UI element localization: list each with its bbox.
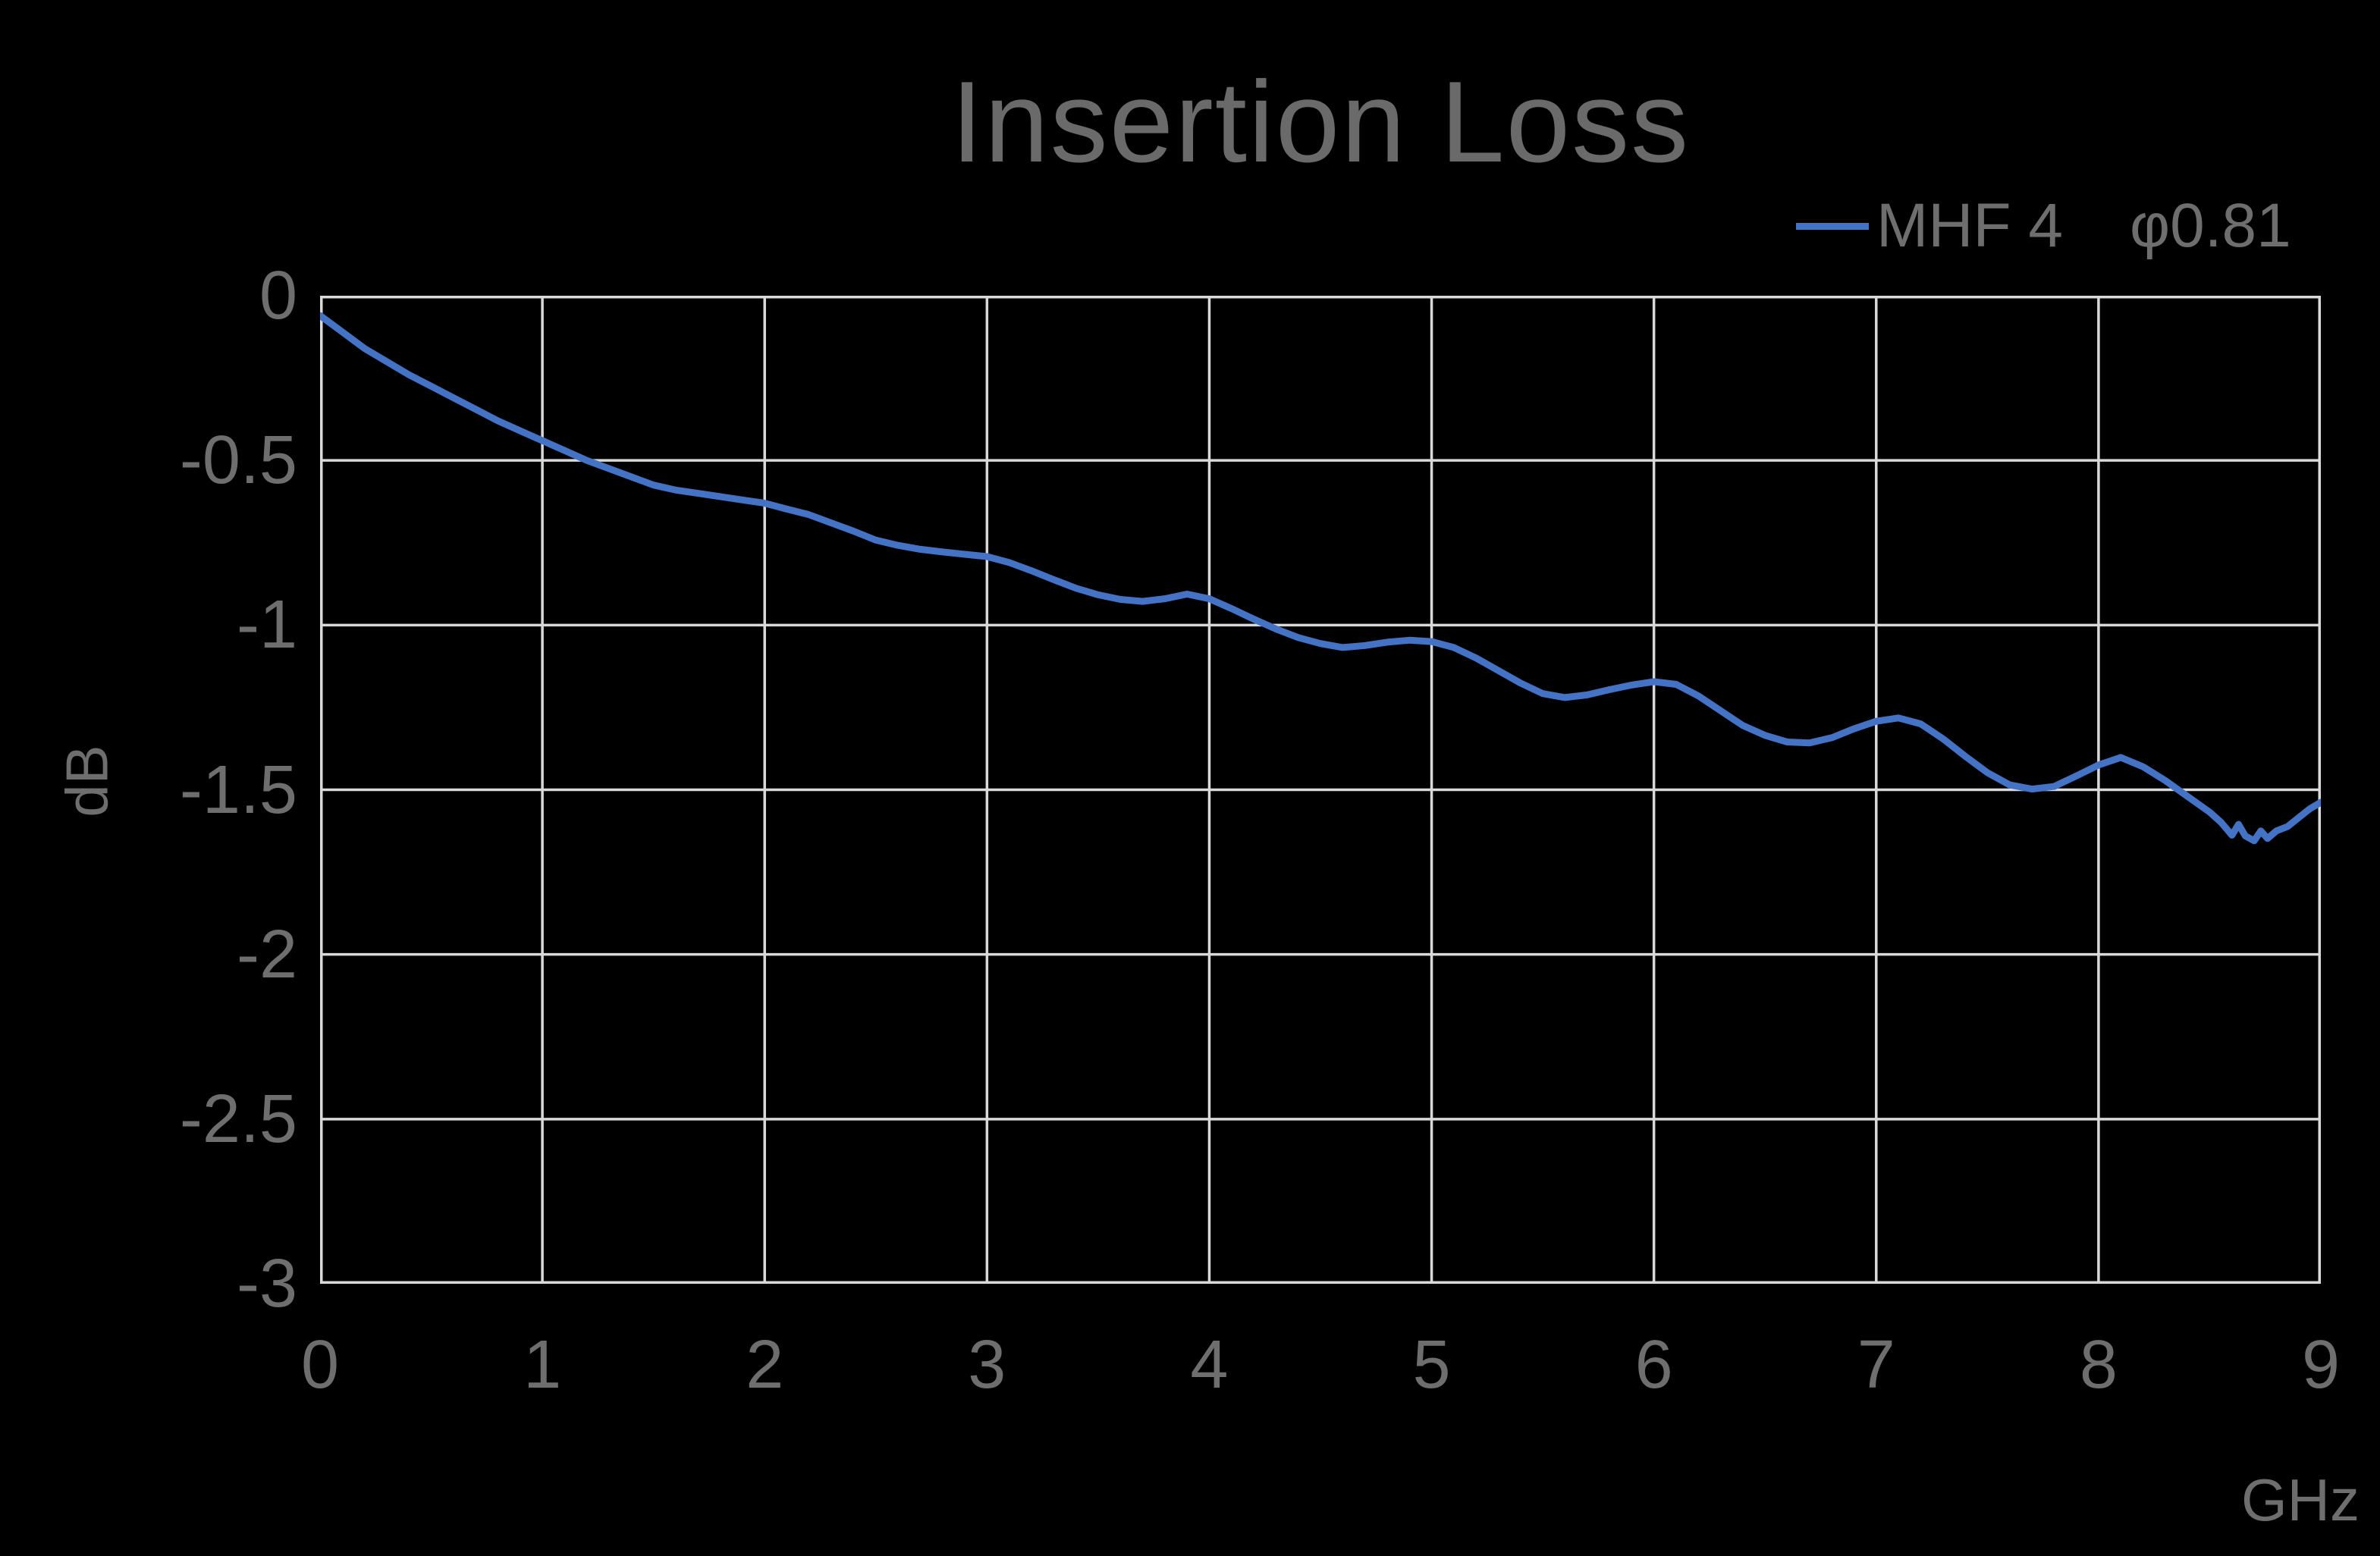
x-tick-label: 2	[746, 1327, 784, 1403]
x-axis-unit: GHz	[2241, 1467, 2360, 1533]
y-tick-label: -1.5	[179, 751, 297, 828]
chart-title: Insertion Loss	[950, 58, 1691, 187]
y-tick-label: 0	[259, 258, 297, 334]
legend-series-label: MHF 4	[1876, 191, 2063, 260]
x-tick-label: 7	[1857, 1327, 1895, 1403]
x-tick-label: 3	[968, 1327, 1006, 1403]
y-tick-label: -1	[236, 587, 297, 663]
plot-area	[320, 296, 2321, 1284]
x-tick-label: 8	[2079, 1327, 2118, 1403]
y-tick-label: -2.5	[179, 1081, 297, 1157]
x-tick-label: 0	[300, 1327, 340, 1403]
x-tick-label: 9	[2301, 1327, 2341, 1403]
x-tick-label: 4	[1190, 1327, 1229, 1403]
legend-series-diameter-label: φ0.81	[2130, 191, 2291, 260]
x-tick-label: 1	[523, 1327, 562, 1403]
legend-line-swatch	[1796, 222, 1869, 230]
series-line-mhf-4-φ0.81	[320, 312, 2321, 845]
y-tick-label: -3	[236, 1246, 297, 1322]
x-tick-label: 5	[1412, 1327, 1451, 1403]
x-tick-label: 6	[1634, 1327, 1673, 1403]
y-tick-label: -2	[236, 916, 297, 993]
y-tick-label: -0.5	[179, 422, 297, 499]
legend: MHF 4 φ0.81	[1796, 190, 2291, 262]
